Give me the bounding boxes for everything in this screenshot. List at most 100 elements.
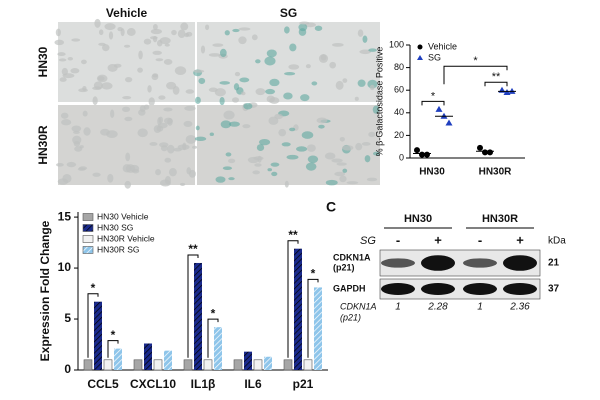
cell [238,27,251,31]
cell [233,83,240,91]
cell [266,95,275,103]
x-tick-label: IL6 [244,377,262,391]
cell [329,61,336,69]
cell [108,31,114,40]
legend-marker [417,44,423,50]
sig-label: ** [188,242,198,256]
cell [124,116,133,122]
cell [368,131,376,138]
cell [125,152,131,162]
cell [368,48,377,52]
treatment: + [516,232,524,247]
sig-bracket [187,254,199,358]
cell [318,54,329,63]
cell [92,172,101,177]
cell [283,92,293,100]
cell [339,175,347,183]
cell [58,58,67,62]
cell [185,89,195,94]
cell [124,180,132,189]
cell [110,109,115,118]
data-point [435,105,443,112]
cell [73,130,80,134]
cell [54,39,65,46]
cell [306,144,316,152]
cell [143,38,152,45]
cell [342,78,348,83]
cell [104,23,116,31]
cell [228,177,235,181]
cell [362,35,368,43]
cell [70,68,80,74]
sig-bracket [484,81,508,87]
y-tick-label: 100 [389,39,404,49]
cell [284,180,289,188]
cell [152,24,158,31]
cell [254,163,262,167]
blot [379,278,541,300]
y-tick-label: 15 [58,209,72,223]
data-point [414,147,420,154]
bar [153,359,163,371]
y-axis-label: % β-Galactosidase Positive [374,47,384,157]
cell [295,146,308,152]
cell [62,73,75,79]
bar [94,301,102,370]
unit-label: kDa [548,236,566,247]
cell [208,53,221,57]
quant-value: 1 [477,302,483,313]
cell [164,157,172,163]
cell [122,95,132,100]
cell [284,72,296,76]
cell [289,127,296,132]
data-point [487,149,493,156]
y-axis-label: Expression Fold Change [38,220,52,361]
cell [168,168,177,177]
y-tick-label: 40 [394,107,404,117]
cell [284,26,290,34]
cell [265,88,276,95]
cell [66,161,77,168]
cell [96,74,108,83]
cell [231,97,240,103]
legend-swatch [82,235,94,243]
kda-label: 21 [548,258,560,269]
legend-label: HN30R SG [97,244,140,254]
cell [314,25,323,31]
cell [228,158,236,164]
cell [122,106,131,113]
legend-label: SG [428,52,441,62]
cell [179,182,186,186]
cell [73,140,81,147]
cell [335,80,344,90]
row-label: HN30 [36,46,50,77]
band-label: GAPDH [333,283,366,293]
cell [301,131,314,139]
cell [83,127,91,136]
cell [357,79,366,87]
x-tick-label: CCL5 [87,377,119,391]
cell [82,110,88,117]
cell [238,36,247,45]
cell [243,102,253,110]
row-label: HN30R [36,125,50,165]
panel-label: C [326,199,336,215]
cell [195,125,200,131]
y-tick-label: 20 [394,130,404,140]
cell [247,156,260,164]
cell [215,176,226,183]
cell [107,173,114,183]
cell [155,58,164,62]
cell [318,124,325,129]
cell [305,162,317,171]
cell [164,43,170,47]
cell [286,154,299,160]
cell [143,104,150,110]
bar [233,359,243,371]
legend-marker [417,55,423,60]
cell [152,35,158,43]
cell [150,28,163,35]
cell [278,128,287,137]
cell [124,76,133,83]
sig-label: * [111,328,116,342]
